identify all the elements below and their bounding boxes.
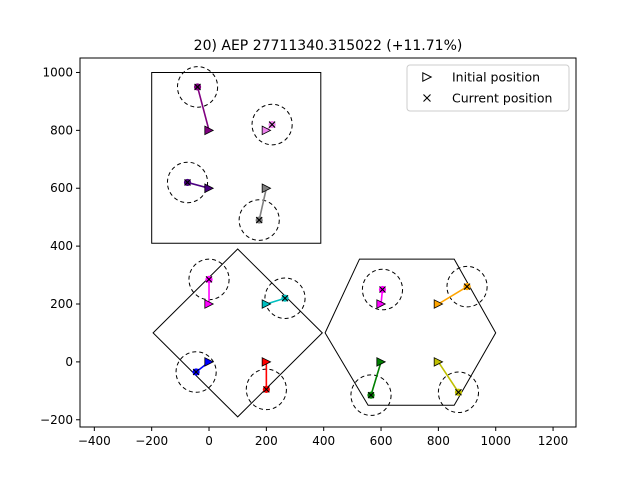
- initial-marker-4: [261, 183, 272, 194]
- y-tick-label: 200: [50, 297, 73, 311]
- constraint-circle-4: [238, 199, 280, 241]
- y-tick-label: −200: [40, 413, 73, 427]
- legend-label: Initial position: [452, 70, 540, 85]
- current-marker-11: [367, 391, 375, 399]
- trajectory-12: [437, 361, 460, 393]
- y-tick-label: 600: [50, 181, 73, 195]
- x-tick-label: 800: [427, 434, 450, 448]
- y-tick-label: 1000: [42, 65, 73, 79]
- x-tick-label: 600: [370, 434, 393, 448]
- x-tick-label: 1000: [480, 434, 511, 448]
- trajectory-10: [437, 285, 468, 305]
- initial-marker-7: [204, 357, 215, 367]
- constraint-circle-11: [350, 374, 392, 416]
- current-marker-12: [455, 388, 462, 396]
- x-tick-label: 400: [312, 434, 335, 448]
- axes-frame: [79, 57, 577, 428]
- current-marker-3: [184, 179, 191, 186]
- initial-marker-1: [204, 125, 215, 136]
- y-tick-label: 800: [50, 123, 73, 137]
- current-marker-6: [281, 294, 289, 302]
- legend-box: [406, 64, 570, 112]
- current-marker-5: [205, 276, 213, 283]
- initial-marker-12: [433, 357, 444, 367]
- plot-content: [151, 66, 497, 418]
- current-marker-stroke: [205, 276, 213, 283]
- initial-marker-11: [376, 357, 387, 367]
- legend-marker-current: [423, 94, 431, 102]
- legend-marker-stroke: [423, 94, 431, 102]
- x-tick-label: 1200: [538, 434, 569, 448]
- y-tick-label: 400: [50, 239, 73, 253]
- current-marker-2: [268, 121, 276, 128]
- current-marker-stroke: [455, 388, 462, 396]
- initial-marker-6: [261, 299, 272, 309]
- x-tick-label: 0: [205, 434, 213, 448]
- current-marker-stroke: [194, 83, 201, 91]
- constraint-circle-2: [251, 103, 293, 146]
- current-marker-stroke: [184, 179, 191, 186]
- boundary-square: [151, 72, 322, 244]
- constraint-circle-1: [176, 66, 219, 108]
- current-marker-stroke: [367, 391, 375, 399]
- chart-title: 20) AEP 27711340.315022 (+11.71%): [194, 38, 463, 54]
- legend-label: Current position: [452, 91, 552, 106]
- x-tick-label: −200: [135, 434, 168, 448]
- constraint-circle-6: [264, 277, 306, 319]
- constraint-circle-3: [166, 161, 209, 204]
- legend-marker-initial: [422, 71, 433, 83]
- initial-marker-2: [261, 125, 272, 136]
- current-marker-8: [262, 385, 270, 393]
- legend: Initial position Current position: [406, 64, 570, 112]
- initial-marker-5: [204, 299, 215, 309]
- trajectory-1: [196, 86, 210, 131]
- current-marker-1: [194, 83, 201, 91]
- initial-marker-8: [261, 357, 272, 367]
- current-marker-7: [192, 368, 200, 376]
- initial-marker-9: [376, 299, 387, 309]
- boundary-hexagon: [324, 258, 497, 406]
- current-marker-stroke: [192, 368, 200, 376]
- constraint-circle-9: [361, 268, 404, 311]
- current-marker-4: [255, 216, 263, 224]
- current-marker-10: [463, 283, 471, 291]
- boundary-diamond: [152, 248, 324, 418]
- current-marker-stroke: [262, 385, 270, 393]
- current-marker-9: [379, 286, 386, 293]
- current-marker-stroke: [255, 216, 263, 224]
- current-marker-stroke: [268, 121, 276, 128]
- current-marker-stroke: [463, 283, 471, 291]
- trajectory-4: [258, 188, 268, 221]
- current-marker-stroke: [281, 294, 289, 302]
- constraint-circle-10: [446, 265, 488, 308]
- x-tick-label: 200: [255, 434, 278, 448]
- constraint-circle-7: [175, 351, 217, 393]
- trajectory-11: [370, 361, 382, 396]
- current-marker-stroke: [379, 286, 386, 293]
- y-tick-label: 0: [65, 355, 73, 369]
- x-tick-label: −400: [78, 434, 111, 448]
- plot-area: −400 −200 0 200 400 600 800 1000 1200 −200 0 200 400…: [40, 57, 577, 448]
- initial-marker-3: [204, 183, 215, 194]
- constraint-circle-12: [437, 371, 480, 414]
- initial-marker-10: [433, 299, 444, 309]
